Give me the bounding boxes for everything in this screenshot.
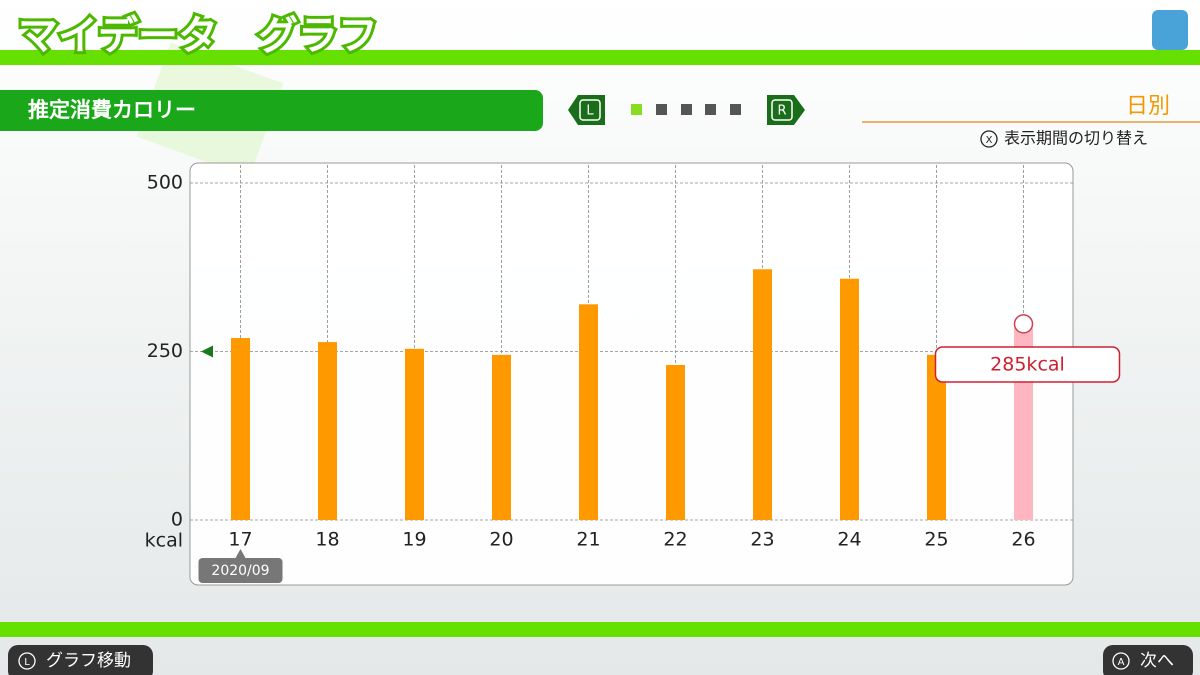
user-icon — [1152, 10, 1188, 50]
footer-text: グラフ移動 — [46, 651, 131, 671]
target-marker — [201, 345, 213, 358]
button-frame — [771, 99, 793, 121]
y-tick-label: 0 — [171, 509, 183, 531]
button-label: L — [24, 657, 30, 668]
bar — [579, 304, 598, 520]
button-label: X — [986, 135, 993, 146]
value-label: 285kcal — [990, 354, 1065, 376]
x-tick-label: 26 — [1011, 529, 1035, 551]
hint-text: 表示期間の切り替え — [1004, 129, 1148, 148]
bar — [318, 342, 337, 520]
right-shoulder-button[interactable] — [767, 95, 805, 125]
page-dot — [631, 104, 642, 115]
x-tick-label: 21 — [576, 529, 600, 551]
bar — [666, 364, 685, 520]
left-shoulder-button[interactable] — [568, 95, 605, 125]
y-tick-label: 250 — [147, 340, 183, 362]
bar — [840, 278, 859, 520]
page-dot — [705, 104, 716, 115]
date-label: 2020/09 — [211, 563, 269, 579]
value-tooltip — [934, 346, 1121, 383]
footer-button[interactable] — [8, 645, 153, 675]
x-tick-label: 18 — [315, 529, 339, 551]
button-icon — [1112, 652, 1130, 670]
top-bar — [0, 50, 1200, 65]
selection-marker — [1013, 314, 1034, 334]
page-dot — [681, 104, 692, 115]
bar — [927, 354, 946, 520]
section-title: 推定消費カロリー — [28, 98, 196, 122]
y-unit: kcal — [145, 530, 183, 552]
button-label: L — [586, 104, 594, 119]
button-label: R — [777, 104, 786, 119]
bottom-bar — [0, 622, 1200, 637]
y-tick-label: 500 — [147, 172, 183, 194]
x-tick-label: 24 — [837, 529, 861, 551]
bar — [405, 348, 424, 520]
date-tag — [198, 558, 283, 583]
section-bar — [0, 90, 543, 131]
x-tick-label: 22 — [663, 529, 687, 551]
x-tick-label: 19 — [402, 529, 426, 551]
date-tag-pointer — [235, 549, 246, 558]
bar — [753, 269, 772, 520]
bar — [492, 354, 511, 520]
x-tick-label: 17 — [228, 529, 252, 551]
button-icon — [18, 652, 36, 670]
period-label[interactable]: 日別 — [1126, 94, 1170, 119]
x-tick-label: 25 — [924, 529, 948, 551]
x-tick-label: 20 — [489, 529, 513, 551]
bar — [231, 338, 250, 520]
button-frame — [579, 99, 601, 121]
footer-text: 次へ — [1140, 651, 1174, 671]
page-title: マイデータ グラフ — [18, 13, 378, 59]
button-icon — [980, 130, 998, 148]
x-tick-label: 23 — [750, 529, 774, 551]
button-label: A — [1118, 657, 1125, 668]
page-dot — [656, 104, 667, 115]
page-dot — [730, 104, 741, 115]
